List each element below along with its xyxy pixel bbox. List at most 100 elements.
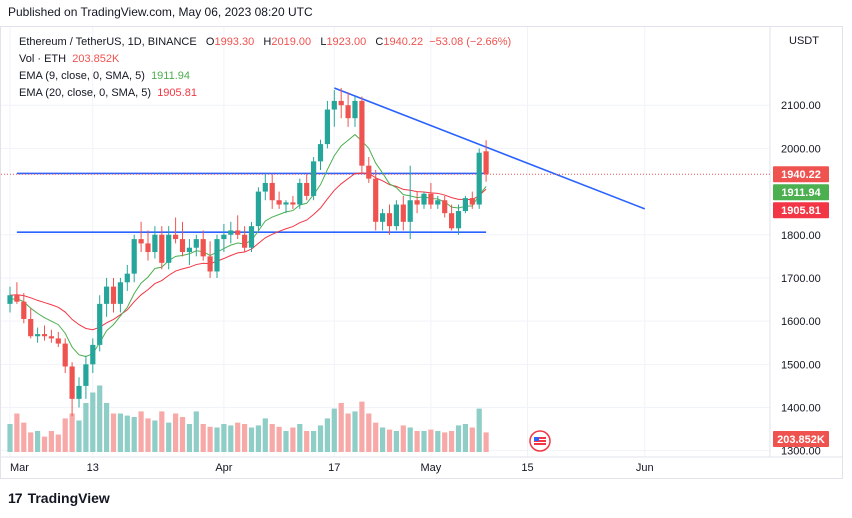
x-tick-label: 17 <box>328 462 340 474</box>
volume-bar <box>62 418 68 452</box>
candle-body <box>380 213 386 222</box>
x-tick-label: 15 <box>521 462 533 474</box>
volume-bar <box>207 426 213 452</box>
volume-bar <box>7 424 13 452</box>
candle-body <box>35 334 41 337</box>
volume-bar <box>221 424 227 452</box>
candle-body <box>131 239 137 274</box>
candle-body <box>214 239 220 272</box>
candle-body <box>14 295 20 302</box>
volume-bar <box>159 411 165 452</box>
candle-body <box>124 273 130 283</box>
volume-bar <box>269 424 275 452</box>
volume-bar <box>173 413 179 452</box>
candle-body <box>366 165 372 179</box>
candle-body <box>97 303 103 345</box>
ema20-value: 1905.81 <box>157 87 197 99</box>
volume-bar <box>131 417 137 452</box>
volume-bar <box>104 403 110 452</box>
change-value: −53.08 (−2.66%) <box>429 36 512 48</box>
published-caption: Published on TradingView.com, May 06, 20… <box>8 5 313 19</box>
candle-body <box>83 364 89 386</box>
candle-body <box>276 200 282 205</box>
volume-bar <box>214 427 220 452</box>
volume-bar <box>179 417 186 452</box>
volume-bar <box>311 431 317 452</box>
y-tick-label: 2100.00 <box>781 100 821 112</box>
candle-body <box>145 243 151 253</box>
volume-bar <box>152 420 158 452</box>
candle-body <box>476 152 482 205</box>
y-tick-label: 2000.00 <box>781 143 821 155</box>
volume-bar <box>435 431 441 452</box>
candle-body <box>442 200 448 214</box>
grid <box>1 27 843 458</box>
candle-body <box>221 234 227 240</box>
open-label: O <box>205 36 215 48</box>
volume-bar <box>248 427 255 452</box>
trendlines <box>1 87 770 233</box>
volume-bar <box>352 411 358 452</box>
volume-bar <box>242 424 248 452</box>
candle-body <box>324 109 330 145</box>
volume-bar <box>414 431 420 452</box>
volume-bar <box>97 385 103 452</box>
volume-bar <box>290 427 296 452</box>
volume-bar <box>449 431 455 452</box>
candle-body <box>179 239 186 253</box>
volume-bar <box>283 431 289 452</box>
volume-bar <box>255 425 261 452</box>
ema9-line <box>9 133 487 358</box>
volume-bar <box>21 422 27 452</box>
volume-value: 203.852K <box>72 53 120 65</box>
last-price-tag: 1940.22 <box>781 169 821 181</box>
candle-body <box>248 226 255 248</box>
currency-label: USDT <box>789 35 819 47</box>
ema9-label: EMA (9, close, 0, SMA, 5) <box>19 70 145 82</box>
volume-bar <box>186 424 192 452</box>
candle-body <box>186 247 192 253</box>
volume-bar <box>462 424 468 452</box>
tradingview-logo-text: TradingView <box>27 490 110 506</box>
candle-body <box>373 178 379 222</box>
candle-body <box>242 234 248 248</box>
volume-bars <box>7 385 489 452</box>
candle-body <box>235 230 241 235</box>
volume-bar <box>41 436 48 452</box>
volume-bar <box>48 431 54 452</box>
candle-body <box>352 100 358 119</box>
candle-body <box>455 211 462 229</box>
volume-bar <box>345 413 351 452</box>
candle-body <box>345 105 351 119</box>
low-label: L <box>320 36 327 48</box>
legend-volume-row: Vol · ETH 203.852K <box>19 53 119 65</box>
flag-icon[interactable] <box>529 430 551 452</box>
open-value: 1993.30 <box>214 36 255 48</box>
volume-label: Vol · ETH <box>19 53 67 65</box>
tradingview-logo[interactable]: 17 TradingView <box>8 490 110 506</box>
volume-bar <box>14 413 20 452</box>
candle-body <box>283 202 289 205</box>
candle-body <box>7 295 13 304</box>
candle-body <box>435 200 441 205</box>
volume-bar <box>373 422 379 452</box>
candle-body <box>359 100 365 166</box>
candle-body <box>428 193 434 205</box>
price-tags: 1940.22 1911.94 1905.81 203.852K <box>773 166 829 447</box>
volume-tag-bg <box>773 431 829 447</box>
volume-bar <box>262 418 268 452</box>
candle-body <box>407 200 413 222</box>
volume-bar <box>124 415 130 452</box>
ema9-price-tag: 1911.94 <box>781 187 821 199</box>
volume-bar <box>69 413 75 452</box>
candle-body <box>117 282 123 304</box>
volume-bar <box>110 413 117 452</box>
symbol-name: Ethereum / TetherUS, 1D, BINANCE <box>19 36 197 48</box>
volume-bar <box>442 432 448 452</box>
volume-bar <box>428 429 434 452</box>
chart-frame <box>0 26 843 479</box>
volume-bar <box>366 413 372 452</box>
candle-body <box>462 198 468 212</box>
x-tick-label: May <box>421 462 442 474</box>
